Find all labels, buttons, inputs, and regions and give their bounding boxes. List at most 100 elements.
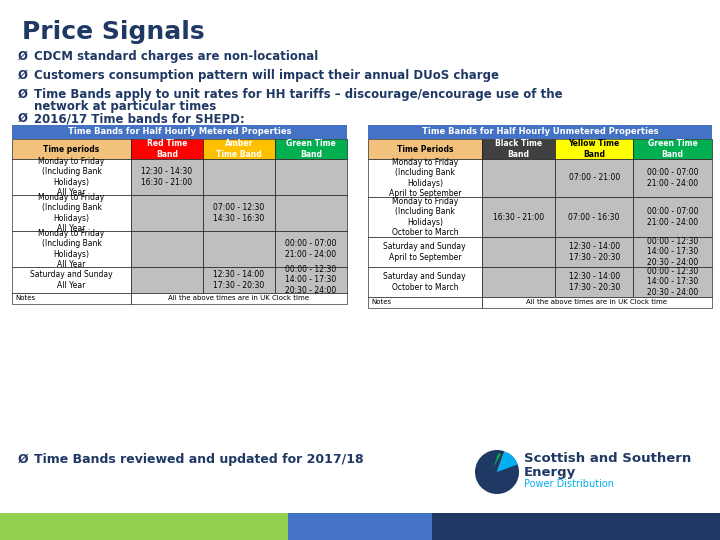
Text: 00:00 - 07:00
21:00 - 24:00: 00:00 - 07:00 21:00 - 24:00	[647, 168, 698, 188]
Bar	[368, 139, 482, 159]
Bar	[12, 195, 131, 231]
Text: Customers consumption pattern will impact their annual DUoS charge: Customers consumption pattern will impac…	[34, 69, 499, 82]
Text: network at particular times: network at particular times	[34, 100, 216, 113]
Bar	[556, 139, 633, 159]
Text: All the above times are in UK Clock time: All the above times are in UK Clock time	[526, 300, 667, 306]
Text: Price Signals: Price Signals	[22, 20, 204, 44]
Text: Monday to Friday
(Including Bank
Holidays)
All Year: Monday to Friday (Including Bank Holiday…	[38, 157, 104, 197]
Bar	[576, 513, 720, 540]
Text: Black Time
Band: Black Time Band	[495, 139, 542, 159]
Bar	[633, 159, 712, 197]
Bar	[131, 139, 203, 159]
Text: Ø: Ø	[18, 50, 28, 63]
Bar	[482, 197, 556, 237]
Bar	[131, 231, 203, 267]
Bar	[368, 297, 482, 308]
Text: Power Distribution: Power Distribution	[524, 479, 614, 489]
Bar	[482, 139, 556, 159]
Text: Monday to Friday
(Including Bank
Holidays)
All Year: Monday to Friday (Including Bank Holiday…	[38, 229, 104, 269]
Bar	[12, 267, 131, 293]
Bar	[131, 159, 203, 195]
Text: Green Time
Band: Green Time Band	[647, 139, 697, 159]
Bar	[131, 267, 203, 293]
Bar	[556, 237, 633, 267]
Bar	[368, 159, 482, 197]
Text: Time Bands apply to unit rates for HH tariffs – discourage/encourage use of the: Time Bands apply to unit rates for HH ta…	[34, 88, 562, 101]
Bar	[131, 195, 203, 231]
Bar	[203, 231, 275, 267]
Bar	[556, 159, 633, 197]
Bar	[12, 231, 131, 267]
Text: 12:30 - 14:00
17:30 - 20:30: 12:30 - 14:00 17:30 - 20:30	[569, 272, 620, 292]
Text: Notes: Notes	[15, 295, 35, 301]
Wedge shape	[497, 451, 518, 472]
Text: 07:00 - 12:30
14:30 - 16:30: 07:00 - 12:30 14:30 - 16:30	[213, 203, 264, 222]
Text: 00:00 - 07:00
21:00 - 24:00: 00:00 - 07:00 21:00 - 24:00	[285, 239, 337, 259]
Text: Monday to Friday
(Including Bank
Holidays)
April to September: Monday to Friday (Including Bank Holiday…	[389, 158, 461, 198]
Bar	[275, 267, 347, 293]
Text: 12:30 - 14:00
17:30 - 20:30: 12:30 - 14:00 17:30 - 20:30	[213, 271, 264, 289]
Bar	[368, 237, 482, 267]
Bar	[0, 513, 288, 540]
Text: Time Bands reviewed and updated for 2017/18: Time Bands reviewed and updated for 2017…	[34, 453, 364, 466]
Text: Time Bands for Half Hourly Unmetered Properties: Time Bands for Half Hourly Unmetered Pro…	[422, 127, 658, 137]
Text: 12:30 - 14:00
17:30 - 20:30: 12:30 - 14:00 17:30 - 20:30	[569, 242, 620, 262]
Bar	[288, 513, 432, 540]
Bar	[203, 195, 275, 231]
Bar	[131, 293, 347, 304]
Text: 00:00 - 12:30
14:00 - 17:30
20:30 - 24:00: 00:00 - 12:30 14:00 - 17:30 20:30 - 24:0…	[285, 265, 337, 295]
Bar	[203, 159, 275, 195]
Text: Saturday and Sunday
All Year: Saturday and Sunday All Year	[30, 271, 113, 289]
Bar	[482, 297, 712, 308]
Text: Green Time
Band: Green Time Band	[286, 139, 336, 159]
Bar	[633, 139, 712, 159]
Bar	[12, 293, 131, 304]
Wedge shape	[475, 450, 519, 494]
Text: Scottish and Southern: Scottish and Southern	[524, 452, 691, 465]
Bar	[482, 237, 556, 267]
Bar	[482, 159, 556, 197]
Bar	[275, 139, 347, 159]
Text: All the above times are in UK Clock time: All the above times are in UK Clock time	[168, 295, 310, 301]
Text: Ø: Ø	[18, 69, 28, 82]
Bar	[482, 267, 556, 297]
Bar	[203, 267, 275, 293]
Text: Saturday and Sunday
April to September: Saturday and Sunday April to September	[384, 242, 466, 262]
Bar	[368, 197, 482, 237]
Text: 00:00 - 12:30
14:00 - 17:30
20:30 - 24:00: 00:00 - 12:30 14:00 - 17:30 20:30 - 24:0…	[647, 237, 698, 267]
Bar	[275, 195, 347, 231]
Text: Ø: Ø	[18, 88, 28, 101]
Bar	[633, 197, 712, 237]
Wedge shape	[493, 453, 501, 468]
Text: Monday to Friday
(Including Bank
Holidays)
All Year: Monday to Friday (Including Bank Holiday…	[38, 193, 104, 233]
Bar	[203, 139, 275, 159]
Text: 00:00 - 07:00
21:00 - 24:00: 00:00 - 07:00 21:00 - 24:00	[647, 207, 698, 227]
Text: Energy: Energy	[524, 466, 576, 479]
Text: 07:00 - 21:00: 07:00 - 21:00	[569, 173, 620, 183]
Text: 07:00 - 16:30: 07:00 - 16:30	[569, 213, 620, 221]
Bar	[12, 159, 131, 195]
Bar	[432, 513, 576, 540]
Bar	[12, 125, 347, 139]
Text: Amber
Time Band: Amber Time Band	[216, 139, 262, 159]
Text: CDCM standard charges are non-locational: CDCM standard charges are non-locational	[34, 50, 318, 63]
Text: Time Periods: Time Periods	[397, 145, 453, 153]
Text: Saturday and Sunday
October to March: Saturday and Sunday October to March	[384, 272, 466, 292]
Bar	[556, 267, 633, 297]
Text: 2016/17 Time bands for SHEPD:: 2016/17 Time bands for SHEPD:	[34, 112, 245, 125]
Text: 16:30 - 21:00: 16:30 - 21:00	[493, 213, 544, 221]
Text: 00:00 - 12:30
14:00 - 17:30
20:30 - 24:00: 00:00 - 12:30 14:00 - 17:30 20:30 - 24:0…	[647, 267, 698, 297]
Bar	[12, 139, 131, 159]
Bar	[275, 159, 347, 195]
Bar	[368, 125, 712, 139]
Text: Monday to Friday
(Including Bank
Holidays)
October to March: Monday to Friday (Including Bank Holiday…	[392, 197, 458, 237]
Text: Time periods: Time periods	[43, 145, 99, 153]
Text: Red Time
Band: Red Time Band	[147, 139, 187, 159]
Bar	[556, 197, 633, 237]
Text: 12:30 - 14:30
16:30 - 21:00: 12:30 - 14:30 16:30 - 21:00	[141, 167, 192, 187]
Text: Ø: Ø	[18, 112, 28, 125]
Bar	[633, 267, 712, 297]
Text: Yellow Time
Band: Yellow Time Band	[569, 139, 620, 159]
Bar	[368, 267, 482, 297]
Text: Ø: Ø	[18, 453, 29, 466]
